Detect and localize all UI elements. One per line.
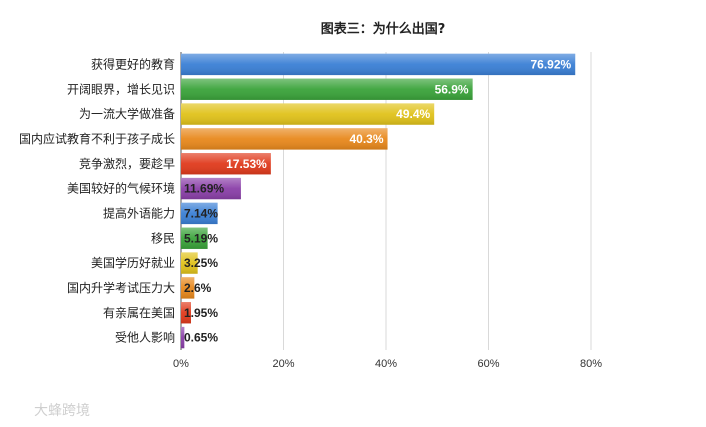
data-label: 5.19%: [184, 231, 218, 245]
bar-sheen: [181, 153, 271, 175]
data-label: 17.53%: [226, 157, 267, 171]
bars: 76.92% 56.9% 49.4% 40.3% 17.53%11.69% 7.14% 5.…: [181, 53, 576, 349]
category-label: 提高外语能力: [103, 205, 175, 220]
category-label: 国内应试教育不利于孩子成长: [19, 131, 175, 146]
bar-sheen: [181, 128, 388, 150]
category-label: 竞争激烈，要趁早: [79, 157, 175, 171]
bar-sheen: [181, 53, 576, 76]
bar-sheen: [181, 177, 241, 200]
data-label: 56.9%: [435, 82, 469, 96]
bar-sheen: [181, 103, 435, 125]
data-label: 3.25%: [184, 256, 218, 270]
category-label: 移民: [151, 231, 175, 245]
x-axis-ticks: 0% 20% 40% 60% 80%: [173, 358, 602, 370]
category-label: 国内升学考试压力大: [67, 280, 175, 295]
data-label: 0.65%: [184, 331, 218, 345]
x-tick-label: 0%: [173, 358, 189, 370]
bar-sheen: [181, 202, 218, 225]
bar-sheen: [181, 302, 191, 324]
data-label: 1.95%: [184, 306, 218, 320]
category-labels: 获得更好的教育开阔眼界，增长见识为一流大学做准备国内应试教育不利于孩子成长竞争激…: [19, 56, 175, 344]
x-tick-label: 40%: [375, 358, 397, 370]
bar-sheen: [181, 78, 473, 100]
category-label: 获得更好的教育: [91, 56, 175, 71]
category-label: 有亲属在美国: [103, 306, 175, 320]
data-label: 49.4%: [396, 107, 430, 121]
category-label: 美国较好的气候环境: [67, 181, 175, 196]
x-tick-label: 60%: [477, 358, 499, 370]
gridlines: [180, 52, 592, 350]
category-label: 美国学历好就业: [91, 255, 175, 270]
x-tick-label: 80%: [580, 358, 602, 370]
bar-sheen: [181, 277, 195, 299]
bar-sheen: [181, 252, 198, 274]
chart-title: 图表三：为什么出国?: [321, 21, 446, 37]
x-tick-label: 20%: [272, 358, 294, 370]
data-label: 7.14%: [184, 206, 218, 220]
bar-sheen: [181, 227, 208, 249]
category-label: 受他人影响: [115, 330, 175, 345]
data-label: 2.6%: [184, 281, 212, 295]
bar-sheen: [181, 326, 185, 349]
category-label: 开阔眼界，增长见识: [67, 82, 175, 96]
watermark: 大蜂跨境: [34, 403, 90, 419]
data-label: 11.69%: [184, 182, 224, 196]
category-label: 为一流大学做准备: [79, 106, 175, 121]
data-label: 76.92%: [531, 57, 572, 71]
data-label: 40.3%: [350, 132, 384, 146]
